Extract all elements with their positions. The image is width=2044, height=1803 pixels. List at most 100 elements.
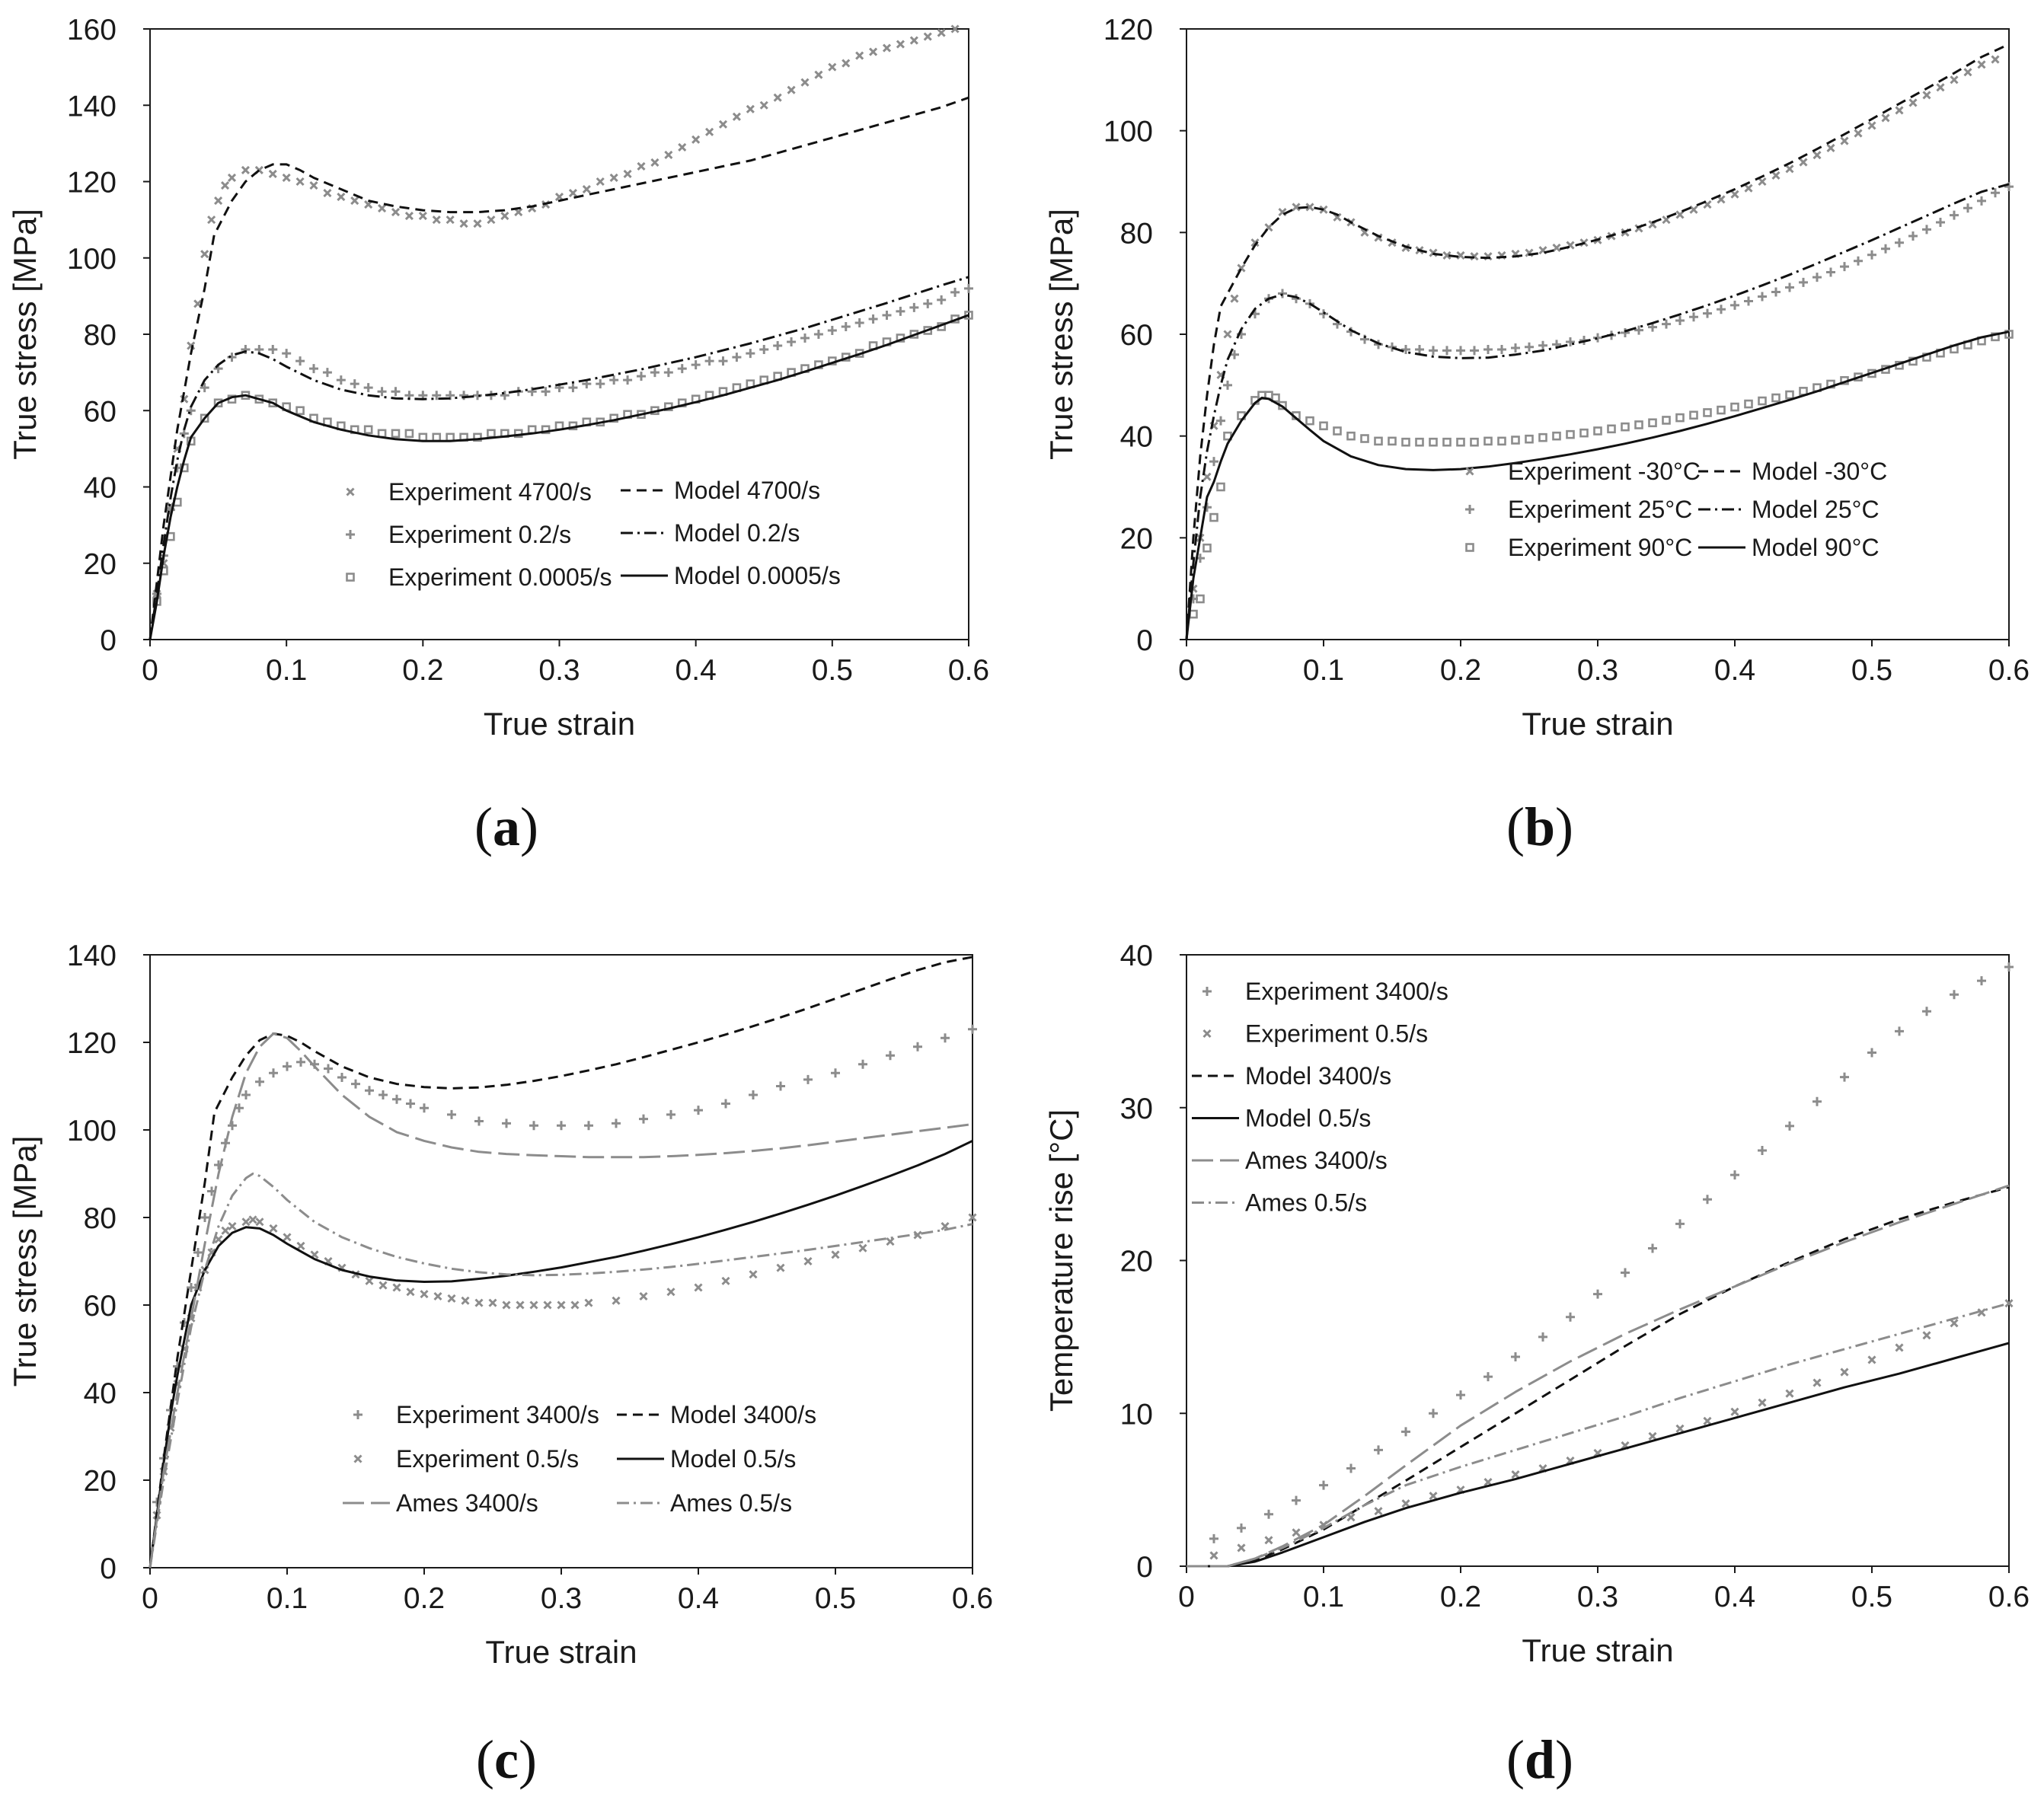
panel-b-experiment-30-c-point [1991, 55, 2000, 64]
panel-c-experiment-0-5-s-point [968, 1213, 977, 1222]
panel-b-experiment-25-c-point [1511, 343, 1520, 353]
panel-a-experiment-0-2-s-point [473, 391, 482, 400]
panel-d-ames-0-5-s-line [1186, 1302, 2010, 1568]
panel-a-experiment-0-0005-s-point [295, 406, 305, 416]
panel-c-legend-experiment-3400-s-swatch [353, 1410, 362, 1419]
panel-a-experiment-4700-s-point [350, 196, 359, 206]
panel-d-experiment-3400-s-point [1922, 1007, 1931, 1016]
panel-a-experiment-4700-s-point [623, 169, 632, 179]
panel-a-legend-experiment-0-2-s-label: Experiment 0.2/s [388, 521, 571, 548]
panel-d-experiment-0-5-s-point [1511, 1470, 1520, 1479]
panel-a-experiment-4700-s-point [691, 135, 701, 144]
panel-c-experiment-0-5-s-point [269, 1224, 278, 1233]
panel-a-experiment-0-2-s-point [854, 318, 864, 327]
panel-a-experiment-4700-s-point [404, 212, 414, 221]
panel-b-experiment-90-c-point [1744, 399, 1753, 409]
panel-b-x-axis-label: True strain [1522, 706, 1673, 742]
panel-a-experiment-4700-s-point [678, 142, 687, 152]
panel-d-experiment-3400-s-point [1566, 1312, 1575, 1322]
panel-c-experiment-0-5-s-point [858, 1243, 867, 1253]
panel-d-x-tick-label: 0.3 [1577, 1581, 1618, 1613]
panel-tag-a-letter: a [493, 796, 520, 857]
panel-a-experiment-0-0005-s-point [541, 425, 551, 435]
panel-b-experiment-90-c-point [2004, 330, 2014, 339]
panel-d-experiment-3400-s-point [1703, 1195, 1712, 1205]
panel-b-experiment-90-c-point [1442, 437, 1452, 447]
panel-c-experiment-0-5-s-point [365, 1276, 374, 1285]
panel-a-experiment-4700-s-point [220, 180, 230, 190]
panel-b-experiment-25-c-point [1675, 315, 1685, 325]
panel-tag-d-open: ( [1506, 1729, 1525, 1790]
panel-a-experiment-4700-s-point [241, 165, 250, 175]
panel-d-experiment-3400-s-point [1867, 1048, 1876, 1058]
panel-a-experiment-4700-s-point [650, 158, 660, 167]
panel-a-experiment-4700-s-point [282, 173, 291, 183]
panel-tag-b-letter: b [1525, 796, 1555, 857]
panel-c-experiment-3400-s-point [584, 1121, 593, 1131]
panel-c-experiment-0-5-s-point [886, 1237, 895, 1246]
panel-a-experiment-0-2-s-point [623, 375, 633, 385]
panel-b-experiment-90-c-point [1305, 416, 1314, 426]
panel-a-y-tick-label: 120 [67, 167, 117, 199]
panel-tag-c-letter: c [494, 1729, 519, 1790]
panel-a-legend-experiment-0-2-s-swatch [346, 530, 355, 539]
panel-c-model-0-5-s-line [149, 1140, 973, 1568]
panel-b-experiment-25-c-point [1429, 346, 1438, 356]
panel-a-experiment-0-0005-s-point [432, 432, 442, 442]
panel-b-x-tick-label: 0.5 [1851, 654, 1892, 687]
panel-c-experiment-3400-s-point [283, 1061, 292, 1071]
panel-b-experiment-30-c-point [1771, 171, 1781, 180]
panel-d-experiment-0-5-s-point [1703, 1416, 1712, 1425]
panel-b-experiment-25-c-point [1799, 277, 1808, 287]
panel-a-y-tick-label: 20 [84, 548, 117, 581]
panel-b-experiment-90-c-point [1662, 416, 1671, 425]
panel-c-experiment-3400-s-point [193, 1248, 203, 1257]
panel-a-experiment-0-2-s-point [350, 379, 359, 389]
panel-a-experiment-0-2-s-point [691, 360, 701, 370]
panel-b-experiment-90-c-point [1483, 436, 1493, 446]
panel-d-experiment-3400-s-point [1977, 976, 1986, 986]
panel-b-x-tick-label: 0.4 [1714, 654, 1755, 687]
panel-a-experiment-4700-s-point [746, 104, 755, 113]
panel-d-x-tick-label: 0.6 [1988, 1581, 2030, 1613]
panel-c-legend: Experiment 3400/s Experiment 0.5/s Model 3… [343, 1401, 816, 1517]
panel-c-y-tick-label: 120 [67, 1027, 117, 1060]
panel-c-experiment-3400-s-point [557, 1121, 566, 1131]
panel-d-experiment-0-5-s-point [1401, 1499, 1410, 1508]
panel-c-x-tick-label: 0.2 [404, 1582, 445, 1615]
panel-a-x-tick-label: 0.2 [402, 654, 443, 687]
panel-a-experiment-0-2-s-point [759, 345, 769, 355]
panel-d-experiment-3400-s-point [1319, 1480, 1328, 1490]
panel-b-experiment-30-c-point [1223, 330, 1232, 339]
panel-d-x-tick-label: 0.2 [1440, 1581, 1481, 1613]
panel-b-experiment-25-c-point [1950, 210, 1959, 220]
panel-b-x-tick-label: 0.3 [1577, 654, 1618, 687]
panel-b-y-tick-label: 120 [1103, 14, 1153, 46]
panel-d-experiment-0-5-s-point [1429, 1492, 1438, 1501]
panel-b-legend-experiment-90-c-swatch [1465, 543, 1474, 552]
panel-tag-a-close: ) [520, 796, 538, 857]
panel-b-experiment-90-c-point [1456, 437, 1465, 447]
panel-c-experiment-0-5-s-point [612, 1296, 621, 1305]
panel-d-experiment-0-5-s-point [1977, 1308, 1986, 1317]
panel-c-experiment-3400-s-point [858, 1059, 867, 1069]
panel-a-experiment-0-0005-s-point [609, 413, 618, 423]
panel-c-experiment-3400-s-point [886, 1051, 895, 1061]
panel-a-experiment-4700-s-point [446, 215, 455, 225]
panel-d-experiment-0-5-s-point [1950, 1319, 1959, 1328]
panel-a-experiment-4700-s-point [487, 215, 496, 225]
panel-b-experiment-25-c-point [1401, 345, 1410, 355]
panel-d-y-tick-label: 40 [1120, 940, 1153, 972]
panel-a-experiment-4700-s-point [732, 112, 741, 121]
panel-b-y-tick-label: 100 [1103, 116, 1153, 148]
panel-a-experiment-0-0005-s-point [213, 398, 223, 408]
panel-c-experiment-0-5-s-point [248, 1215, 257, 1224]
panel-c-experiment-3400-s-point [200, 1213, 209, 1222]
panel-a-experiment-0-2-s-point [363, 383, 373, 393]
panel-a-model-4700-s-line [149, 96, 969, 640]
panel-c-experiment-3400-s-point [337, 1073, 347, 1082]
panel-a-series-group [149, 24, 973, 640]
panel-b-experiment-30-c-point [1744, 183, 1753, 193]
panel-a-experiment-0-2-s-point [746, 349, 755, 359]
panel-d-x-tick-label: 0.5 [1851, 1581, 1892, 1613]
